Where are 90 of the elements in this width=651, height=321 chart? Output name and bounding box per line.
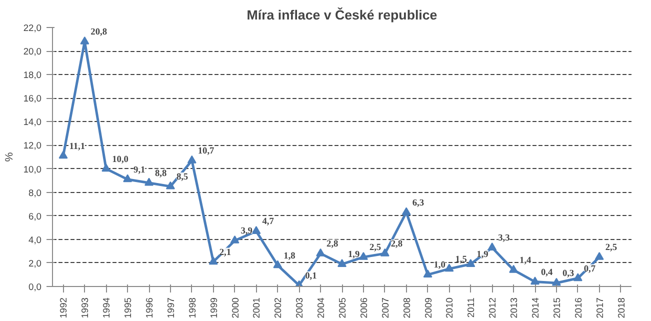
data-label: 11,1 bbox=[69, 142, 86, 152]
y-tick-label: 16,0 bbox=[23, 94, 42, 104]
point bbox=[166, 181, 175, 190]
point bbox=[208, 256, 218, 265]
point bbox=[58, 150, 68, 159]
x-tick-label: 2009 bbox=[423, 297, 434, 318]
y-tick-label: 10,0 bbox=[23, 164, 42, 174]
point bbox=[187, 155, 196, 164]
point bbox=[402, 207, 411, 216]
x-tick-label: 2001 bbox=[252, 297, 262, 318]
point bbox=[338, 259, 346, 267]
data-label: 1,9 bbox=[348, 250, 360, 260]
y-tick-label: 8,0 bbox=[28, 188, 42, 198]
data-label: 10,7 bbox=[198, 146, 215, 157]
x-tick-label: 1994 bbox=[102, 297, 112, 318]
point bbox=[488, 242, 497, 250]
x-tick-label: 2006 bbox=[358, 297, 369, 318]
point bbox=[230, 235, 240, 244]
data-label: 0,7 bbox=[584, 264, 596, 274]
x-tick-label: 2004 bbox=[316, 297, 326, 318]
data-label: 9,1 bbox=[134, 165, 146, 176]
point bbox=[552, 278, 561, 286]
x-tick-label: 2002 bbox=[273, 297, 284, 318]
x-tick-label: 2007 bbox=[380, 297, 390, 318]
data-label: 0,3 bbox=[562, 268, 574, 279]
data-label: 0,1 bbox=[305, 271, 318, 282]
x-tick-label: 2013 bbox=[509, 297, 520, 318]
x-tick-label: 1995 bbox=[123, 297, 134, 318]
data-label: 2,8 bbox=[326, 240, 339, 250]
point bbox=[102, 164, 111, 172]
data-label: 2,8 bbox=[390, 240, 403, 250]
x-tick-label: 2011 bbox=[466, 297, 476, 318]
x-tick-label: 2014 bbox=[530, 297, 540, 318]
x-tick-label: 2018 bbox=[616, 297, 626, 318]
point bbox=[594, 252, 604, 260]
point bbox=[573, 273, 582, 282]
x-tick-label: 2017 bbox=[594, 297, 605, 318]
data-label: 3,3 bbox=[498, 234, 510, 244]
y-tick-label: 2,0 bbox=[28, 258, 42, 268]
y-tick-label: 0,0 bbox=[28, 282, 42, 292]
data-label: 20,8 bbox=[90, 28, 108, 38]
data-label: 4,7 bbox=[262, 217, 274, 228]
y-axis-title: % bbox=[3, 152, 16, 162]
y-tick-label: 18,0 bbox=[23, 70, 42, 80]
point bbox=[380, 248, 390, 256]
point bbox=[144, 178, 154, 186]
data-label: 10,0 bbox=[112, 154, 129, 165]
y-tick-label: 20,0 bbox=[23, 46, 42, 57]
data-label: 8,5 bbox=[176, 172, 188, 182]
y-tick-label: 4,0 bbox=[28, 234, 42, 245]
point bbox=[273, 260, 282, 268]
x-tick-label: 1999 bbox=[208, 297, 219, 318]
point bbox=[123, 174, 132, 182]
point bbox=[466, 259, 476, 267]
point bbox=[530, 276, 540, 285]
data-label: 8,8 bbox=[155, 168, 167, 179]
y-tick-label: 14,0 bbox=[23, 117, 42, 128]
x-tick-label: 1992 bbox=[58, 297, 69, 318]
x-tick-label: 2015 bbox=[552, 297, 562, 318]
point bbox=[509, 264, 518, 273]
data-label: 2,5 bbox=[605, 243, 618, 254]
y-tick-label: 6,0 bbox=[28, 211, 42, 222]
x-tick-label: 1997 bbox=[166, 297, 176, 318]
chart-title: Míra inflace v České republice bbox=[246, 8, 438, 22]
x-tick-label: 2005 bbox=[338, 297, 348, 318]
data-label: 1,8 bbox=[284, 251, 296, 262]
data-label: 1,4 bbox=[520, 256, 532, 266]
point bbox=[444, 264, 454, 272]
x-tick-label: 1998 bbox=[187, 297, 198, 318]
y-tick-label: 12,0 bbox=[23, 140, 42, 151]
data-label: 0,4 bbox=[541, 268, 553, 278]
point bbox=[252, 226, 261, 234]
x-tick-label: 2008 bbox=[402, 297, 412, 318]
x-tick-label: 2010 bbox=[444, 297, 455, 318]
point bbox=[423, 270, 432, 278]
x-tick-label: 1996 bbox=[144, 297, 154, 318]
x-tick-label: 2016 bbox=[573, 297, 584, 318]
data-label: 3,9 bbox=[240, 226, 253, 237]
data-label: 1,9 bbox=[476, 250, 489, 260]
data-label: 6,3 bbox=[412, 198, 424, 208]
x-tick-label: 2000 bbox=[230, 297, 240, 318]
y-tick-label: 22,0 bbox=[23, 23, 42, 33]
point bbox=[80, 36, 90, 44]
x-tick-label: 2003 bbox=[294, 297, 305, 318]
x-tick-label: 2012 bbox=[488, 297, 498, 318]
data-label: 1,0 bbox=[434, 260, 446, 271]
data-label: 2,1 bbox=[219, 248, 232, 258]
point bbox=[358, 252, 368, 260]
x-tick-label: 1993 bbox=[80, 297, 90, 318]
data-label: 2,5 bbox=[369, 243, 382, 254]
